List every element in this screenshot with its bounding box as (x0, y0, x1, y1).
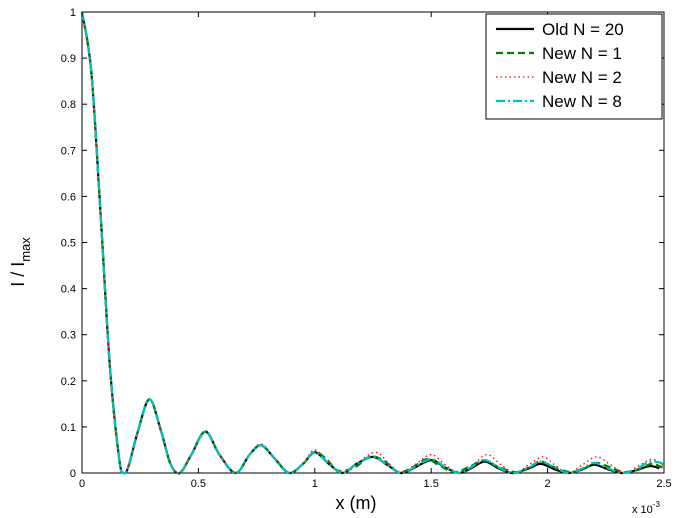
x-tick-label: 1 (312, 478, 318, 490)
svg-text:I / Imax: I / Imax (8, 237, 33, 287)
y-tick-label: 0.4 (61, 284, 76, 296)
legend-label-3: New N = 2 (542, 68, 622, 87)
legend: Old N = 20 New N = 1 New N = 2 New N = 8 (485, 13, 663, 120)
y-tick-label: 0.6 (61, 191, 76, 203)
x-axis-exponent-base: x 10 (632, 504, 653, 516)
x-tick-label: 2.5 (656, 478, 671, 490)
y-tick-label: 0.2 (61, 376, 76, 388)
series-line-4 (80, 11, 665, 475)
legend-label-4: New N = 8 (542, 92, 622, 111)
x-tick-label: 0.5 (191, 478, 206, 490)
x-tick-label: 2 (545, 478, 551, 490)
x-tick-label: 1.5 (424, 478, 439, 490)
y-tick-label: 0.3 (61, 330, 76, 342)
y-tick-label: 0.7 (61, 145, 76, 157)
y-tick-label: 0 (70, 468, 76, 480)
legend-label-2: New N = 1 (542, 44, 622, 63)
legend-label-1: Old N = 20 (542, 20, 624, 39)
x-axis-exponent-power: -3 (653, 500, 661, 509)
y-axis-label: I / Imax (8, 237, 33, 287)
y-tick-label: 0.9 (61, 53, 76, 65)
y-tick-label: 1 (70, 7, 76, 19)
y-axis-label-subscript: max (18, 237, 33, 262)
y-tick-label: 0.8 (61, 99, 76, 111)
y-axis-label-main: I / I (8, 262, 28, 287)
x-axis-label: x (m) (336, 493, 377, 513)
ticks-layer: 0 0.5 1 1.5 2 2.5 0 0.1 0.2 0.3 0.4 0.5 0.6 0.7 0.8 0.9… (61, 7, 672, 490)
x-axis-exponent: x 10-3 (632, 500, 660, 516)
y-tick-label: 0.5 (61, 238, 76, 250)
series-layer (80, 11, 665, 475)
y-tick-label: 0.1 (61, 422, 76, 434)
x-tick-label: 0 (79, 478, 85, 490)
